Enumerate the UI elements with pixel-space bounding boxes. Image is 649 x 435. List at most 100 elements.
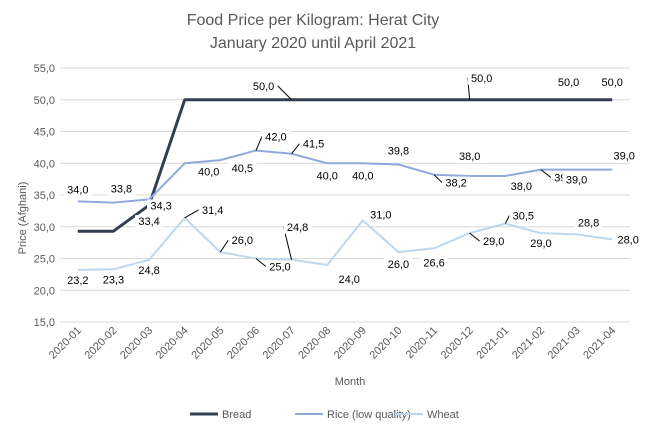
- data-label-bg: [63, 183, 92, 197]
- data-label-rice-low-quality: 42,0: [265, 132, 286, 144]
- data-label-bg: [467, 71, 496, 85]
- label-leader: [291, 143, 300, 155]
- data-label-wheat: 28,0: [617, 234, 638, 246]
- x-axis-label: Month: [335, 376, 366, 388]
- y-tick-label: 45,0: [34, 127, 55, 139]
- data-label-wheat: 23,3: [103, 274, 124, 286]
- data-label-rice-low-quality: 40,0: [352, 170, 373, 182]
- y-tick-label: 30,0: [34, 222, 55, 234]
- y-axis-ticks: 15,0 20,0 25,0 30,0 35,0 40,0 45,0 50,0 55,0: [34, 63, 55, 329]
- data-label-wheat: 31,4: [202, 205, 223, 217]
- x-tick-label: 2021-04: [581, 325, 618, 362]
- x-tick-label: 2020-07: [261, 325, 298, 362]
- data-label-wheat: 26,6: [423, 257, 444, 269]
- data-label-bg: [348, 169, 377, 183]
- data-label-bg: [366, 208, 395, 222]
- label-leader: [277, 85, 292, 101]
- x-tick-label: 2020-02: [83, 325, 120, 362]
- data-label-bg: [614, 233, 643, 247]
- data-label-bg: [283, 220, 312, 234]
- data-label-bg: [261, 130, 290, 144]
- series-lines: [77, 98, 613, 271]
- label-leader: [255, 258, 267, 267]
- data-label-wheat: 28,8: [578, 217, 599, 229]
- x-tick-label: 2020-12: [439, 325, 476, 362]
- legend-label-bread: Bread: [222, 409, 251, 421]
- data-label-bg: [228, 234, 257, 248]
- data-label-wheat: 24,0: [338, 274, 359, 286]
- x-axis-ticks: 2020-012020-022020-032020-042020-052020-…: [47, 325, 618, 362]
- data-label-bg: [479, 235, 508, 249]
- label-leader: [255, 136, 263, 151]
- data-label-bg: [198, 203, 227, 217]
- x-tick-label: 2020-06: [225, 325, 262, 362]
- data-label-wheat: 29,0: [530, 238, 551, 250]
- y-tick-label: 55,0: [34, 63, 55, 75]
- label-leader: [433, 174, 443, 184]
- series-line-rice-low-quality: [77, 149, 613, 204]
- data-label-bread: 50,0: [558, 77, 579, 89]
- data-label-rice-low-quality: 38,2: [445, 178, 466, 190]
- label-leader: [469, 232, 480, 242]
- data-label-bg: [509, 209, 538, 223]
- data-label-wheat: 26,0: [232, 235, 253, 247]
- legend-label-wheat: Wheat: [427, 409, 459, 421]
- x-tick-label: 2020-10: [368, 325, 405, 362]
- data-label-bg: [455, 149, 484, 163]
- data-label-wheat: 24,8: [287, 222, 308, 234]
- x-tick-label: 2021-02: [510, 325, 547, 362]
- data-label-rice-low-quality: 38,0: [511, 181, 532, 193]
- chart-subtitle: January 2020 until April 2021: [210, 35, 416, 52]
- data-label-bg: [507, 179, 536, 193]
- series-line-bread: [77, 98, 613, 233]
- y-tick-label: 20,0: [34, 285, 55, 297]
- legend: Bread Rice (low quality) Wheat: [190, 409, 459, 421]
- data-label-bg: [598, 75, 627, 89]
- x-tick-label: 2020-09: [332, 325, 369, 362]
- data-label-rice-low-quality: 40,0: [198, 166, 219, 178]
- y-tick-label: 15,0: [34, 317, 55, 329]
- data-label-rice-low-quality: 33,8: [111, 184, 132, 196]
- data-label-rice-low-quality: 34,3: [150, 200, 171, 212]
- label-leader: [504, 215, 510, 224]
- label-leader: [219, 239, 229, 253]
- data-label-rice-low-quality: 40,5: [232, 163, 253, 175]
- data-label-bg: [420, 256, 449, 270]
- data-label-rice-low-quality: 39,0: [566, 175, 587, 187]
- data-label-bg: [335, 272, 364, 286]
- data-label-wheat: 25,0: [269, 262, 290, 274]
- y-tick-label: 25,0: [34, 254, 55, 266]
- data-label-rice-low-quality: 40,0: [316, 170, 337, 182]
- data-label-bg: [299, 137, 328, 151]
- x-tick-label: 2020-11: [404, 325, 440, 361]
- data-label-bg: [135, 215, 164, 229]
- data-label-wheat: 23,2: [67, 275, 88, 287]
- data-label-rice-low-quality: 41,5: [303, 139, 324, 151]
- data-label-rice-low-quality: 39,0: [613, 151, 634, 163]
- x-tick-label: 2021-03: [546, 325, 583, 362]
- data-label-wheat: 26,0: [388, 259, 409, 271]
- data-label-bg: [249, 79, 278, 93]
- data-label-bg: [194, 165, 223, 179]
- y-tick-label: 50,0: [34, 95, 55, 107]
- data-label-bg: [442, 176, 471, 190]
- data-label-bg: [265, 260, 294, 274]
- data-label-bg: [384, 258, 413, 272]
- data-label-wheat: 31,0: [370, 209, 391, 221]
- data-label-bg: [135, 263, 164, 277]
- data-label-rice-low-quality: 39,8: [388, 146, 409, 158]
- data-label-bg: [554, 75, 583, 89]
- data-label-rice-low-quality: 34,0: [67, 184, 88, 196]
- y-tick-label: 35,0: [34, 190, 55, 202]
- x-tick-label: 2020-05: [189, 325, 226, 362]
- data-label-bread: 50,0: [471, 73, 492, 85]
- data-label-bg: [228, 162, 257, 176]
- x-tick-label: 2020-04: [154, 325, 191, 362]
- data-label-bg: [147, 199, 176, 213]
- data-label-bg: [526, 237, 555, 251]
- y-axis-label: Price (Afghani): [17, 182, 29, 255]
- label-leader: [540, 169, 552, 178]
- x-tick-label: 2021-01: [474, 325, 511, 362]
- series-line-wheat: [77, 216, 613, 271]
